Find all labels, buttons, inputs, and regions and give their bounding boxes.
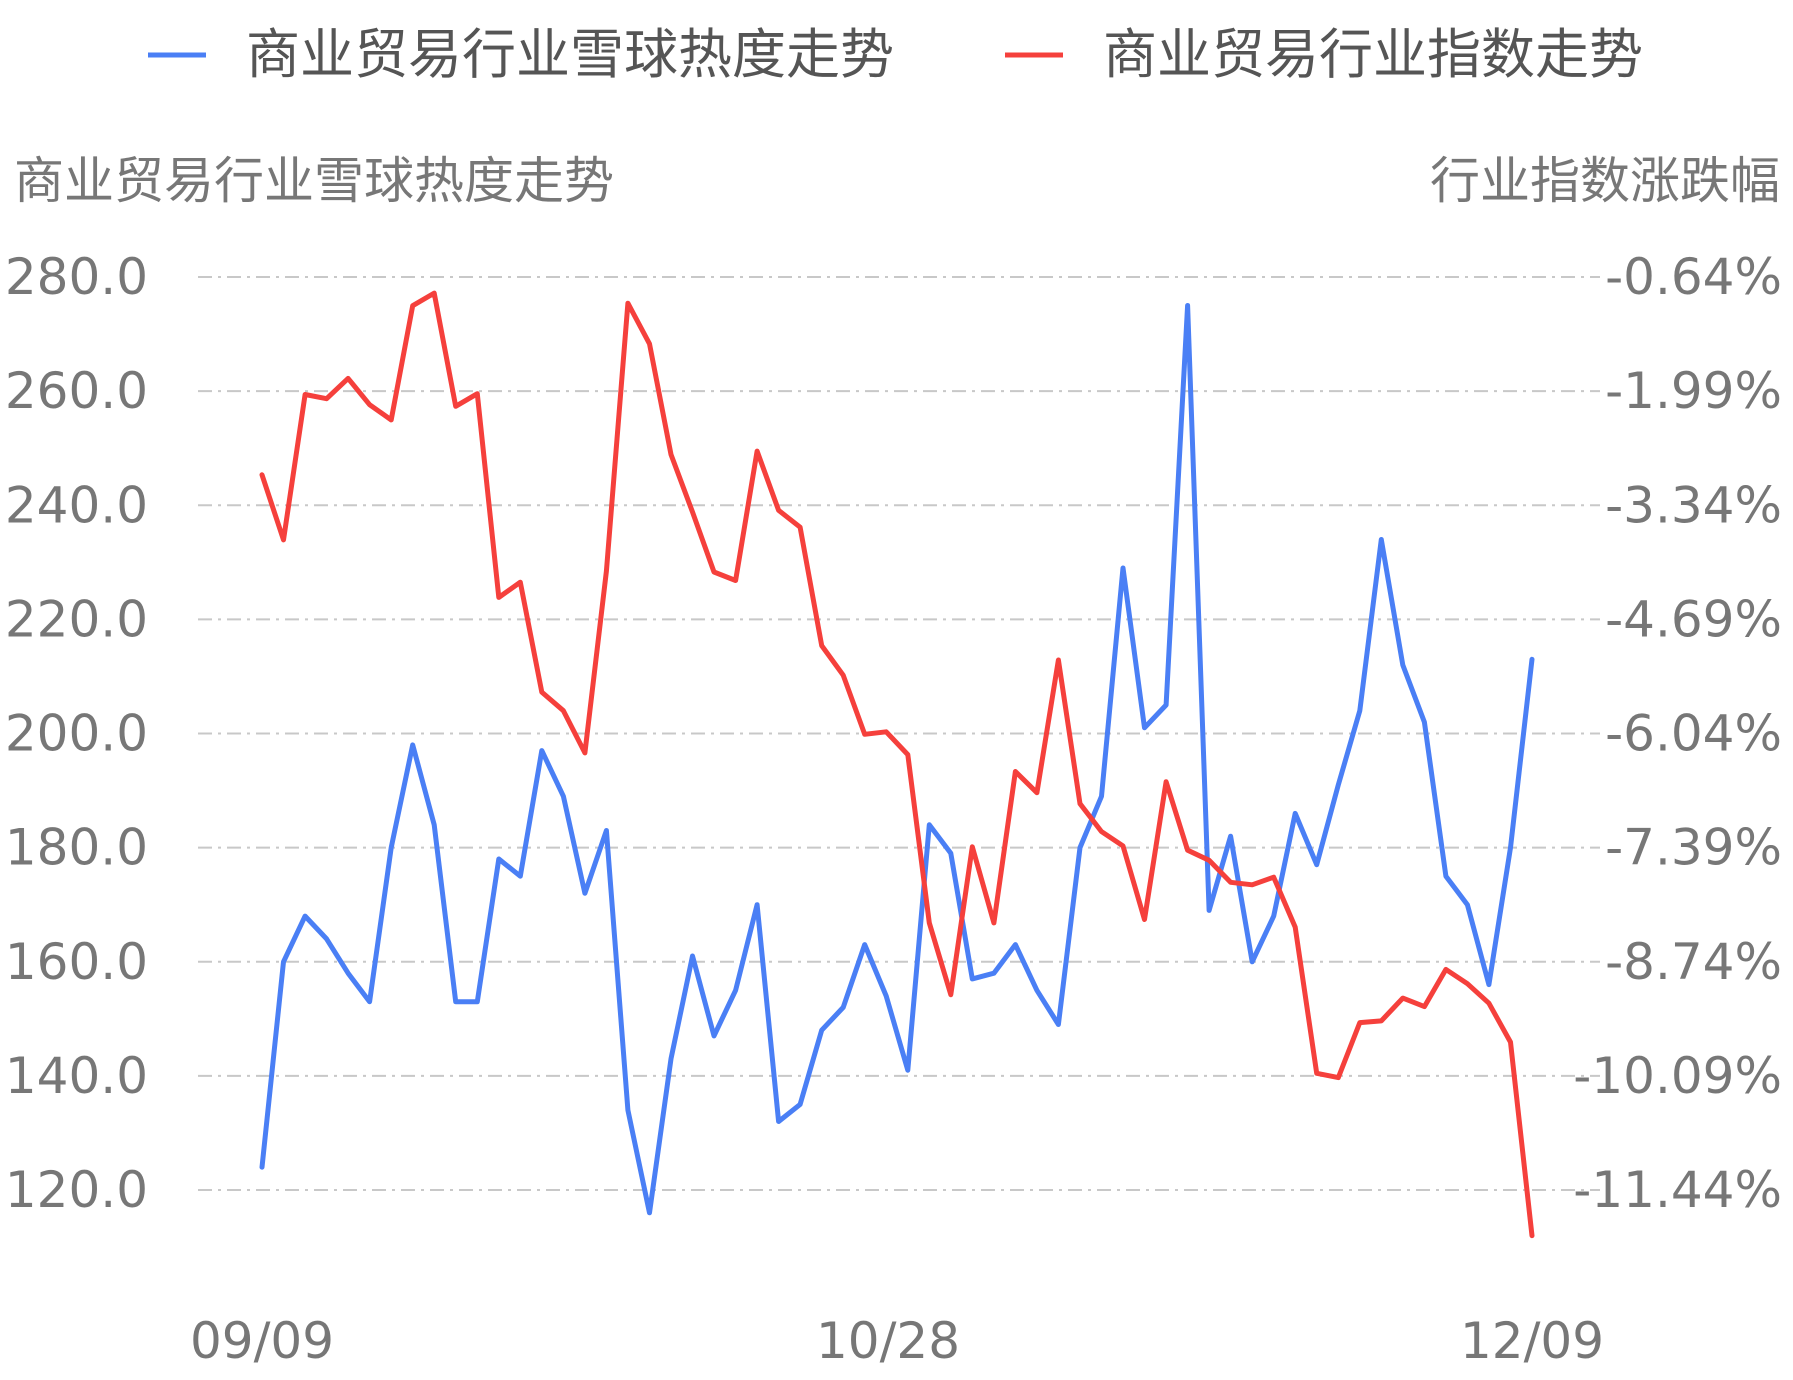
legend-label-heat: 商业贸易行业雪球热度走势 [246, 23, 894, 86]
series-line-heat [259, 303, 1535, 1216]
x-tick-label: 12/09 [1460, 1312, 1604, 1370]
x-tick-label: 09/09 [190, 1312, 334, 1370]
right-tick-label: -1.99% [1605, 362, 1782, 420]
left-tick-label: 140.0 [5, 1047, 148, 1105]
left-tick-label: 160.0 [5, 933, 148, 991]
right-tick-label: -8.74% [1605, 933, 1782, 991]
legend-item-heat[interactable]: 商业贸易行业雪球热度走势 [148, 23, 894, 86]
left-tick-label: 240.0 [5, 476, 148, 534]
x-tick-label: 10/28 [816, 1312, 960, 1370]
left-tick-label: 180.0 [5, 819, 148, 877]
series-layer [259, 290, 1535, 1239]
legend: 商业贸易行业雪球热度走势 商业贸易行业指数走势 [148, 23, 1643, 86]
legend-label-index: 商业贸易行业指数走势 [1103, 23, 1643, 86]
left-axis-title: 商业贸易行业雪球热度走势 [14, 152, 614, 210]
right-tick-label: -3.34% [1605, 476, 1782, 534]
right-axis-title: 行业指数涨跌幅 [1430, 152, 1780, 210]
x-axis-ticks: 09/09 10/28 12/09 [190, 1312, 1604, 1370]
right-axis-ticks: -11.44% -10.09% -8.74% -7.39% -6.04% -4.69% -3… [1573, 248, 1782, 1219]
left-tick-label: 280.0 [5, 248, 148, 306]
gridlines [198, 276, 1600, 1191]
left-tick-label: 220.0 [5, 590, 148, 648]
right-tick-label: -10.09% [1573, 1047, 1782, 1105]
legend-item-index[interactable]: 商业贸易行业指数走势 [1005, 23, 1643, 86]
left-tick-label: 260.0 [5, 362, 148, 420]
left-tick-label: 120.0 [5, 1161, 148, 1219]
right-tick-label: -6.04% [1605, 705, 1782, 763]
right-tick-label: -4.69% [1605, 590, 1782, 648]
left-tick-label: 200.0 [5, 705, 148, 763]
right-tick-label: -0.64% [1605, 248, 1782, 306]
right-tick-label: -7.39% [1605, 819, 1782, 877]
left-axis-ticks: 120.0 140.0 160.0 180.0 200.0 220.0 240.0 260.0… [5, 248, 148, 1219]
series-line-index [259, 290, 1535, 1239]
right-tick-label: -11.44% [1573, 1161, 1782, 1219]
